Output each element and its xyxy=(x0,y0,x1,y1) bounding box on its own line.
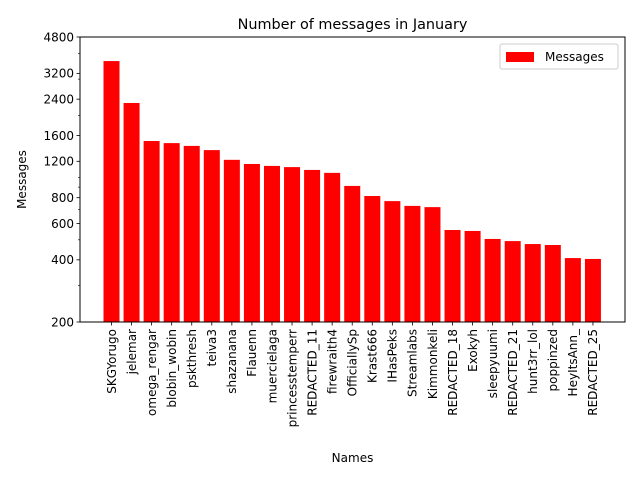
bar-OfficiallySp xyxy=(344,185,361,322)
x-tick-label: teiva3 xyxy=(205,329,219,367)
bar-Exokyh xyxy=(464,230,481,322)
y-tick-label: 2400 xyxy=(43,92,74,106)
x-tick-label: blobin_wobin xyxy=(165,329,179,408)
bar-SKGYorugo xyxy=(103,61,120,322)
x-tick-label: REDACTED_11 xyxy=(305,329,319,416)
x-tick-label: Streamlabs xyxy=(406,329,420,397)
x-tick-label: pskthresh xyxy=(185,329,199,388)
bar-REDACTED_21 xyxy=(504,241,521,322)
y-tick-label: 4800 xyxy=(43,30,74,44)
bar-firewraith4 xyxy=(324,172,341,322)
x-tick-label: shazanana xyxy=(225,329,239,394)
y-axis: 200 400 600 800 1200 1600 2400 3200 4800 xyxy=(43,30,80,329)
y-tick-label: 400 xyxy=(51,253,74,267)
bar-IHasPeks xyxy=(384,201,401,322)
x-tick-label: firewraith4 xyxy=(325,329,339,394)
bar-blobin_wobin xyxy=(163,143,180,322)
x-tick-label: omega_rengar xyxy=(145,329,159,416)
x-tick-label: hunt3rr_lol xyxy=(526,329,540,394)
x-tick-label: IHasPeks xyxy=(386,329,400,383)
x-axis: SKGYorugo jelemar omega_rengar blobin_wobin… xyxy=(105,322,600,427)
x-tick-label: poppinzed xyxy=(546,329,560,391)
y-axis-label: Messages xyxy=(15,150,29,209)
x-tick-label: REDACTED_25 xyxy=(586,329,600,416)
bar-hunt3rr_lol xyxy=(524,244,541,322)
bar-Kimmonkeli xyxy=(424,207,441,322)
bar-princesstemperr xyxy=(284,167,301,322)
bar-Flauenn xyxy=(243,163,260,322)
y-tick-label: 1600 xyxy=(43,129,74,143)
x-tick-label: Exokyh xyxy=(466,329,480,372)
bar-omega_rengar xyxy=(143,141,160,322)
bar-REDACTED_25 xyxy=(584,258,601,322)
bar-shazanana xyxy=(223,159,240,322)
bar-jelemar xyxy=(123,102,140,322)
x-tick-label: Kimmonkeli xyxy=(426,329,440,399)
legend: Messages xyxy=(499,43,619,70)
x-tick-label: sleepyuumi xyxy=(486,329,500,398)
y-tick-label: 800 xyxy=(51,191,74,205)
x-tick-label: Flauenn xyxy=(245,329,259,377)
y-tick-label: 200 xyxy=(51,315,74,329)
x-tick-label: princesstemperr xyxy=(285,329,299,427)
x-tick-label: SKGYorugo xyxy=(105,329,119,394)
chart-title: Number of messages in January xyxy=(238,17,468,33)
legend-box xyxy=(499,43,619,70)
plot-frame xyxy=(79,36,626,323)
x-tick-label: jelemar xyxy=(125,329,139,375)
y-tick-label: 3200 xyxy=(43,67,74,81)
bar-Streamlabs xyxy=(404,205,421,322)
bar-REDACTED_11 xyxy=(304,169,321,322)
x-tick-label: muercielaga xyxy=(265,329,279,403)
x-tick-label: REDACTED_18 xyxy=(446,329,460,416)
bar-pskthresh xyxy=(183,145,200,322)
bar-teiva3 xyxy=(203,150,220,322)
x-tick-label: REDACTED_21 xyxy=(506,329,520,416)
bar-Krast666 xyxy=(364,196,381,322)
bar-REDACTED_18 xyxy=(444,229,461,322)
y-tick-label: 600 xyxy=(51,217,74,231)
bar-HeyItsAnn_ xyxy=(564,258,581,322)
x-tick-label: HeyItsAnn_ xyxy=(566,328,580,396)
y-tick-label: 1200 xyxy=(43,155,74,169)
legend-swatch xyxy=(506,52,534,62)
x-tick-label: OfficiallySp xyxy=(346,329,360,396)
legend-label: Messages xyxy=(545,50,604,64)
x-axis-label: Names xyxy=(332,451,374,465)
x-tick-label: Krast666 xyxy=(366,329,380,383)
bar-sleepyuumi xyxy=(484,238,501,322)
bars-group xyxy=(103,61,601,322)
bar-poppinzed xyxy=(544,245,561,322)
bar-muercielaga xyxy=(263,165,280,322)
